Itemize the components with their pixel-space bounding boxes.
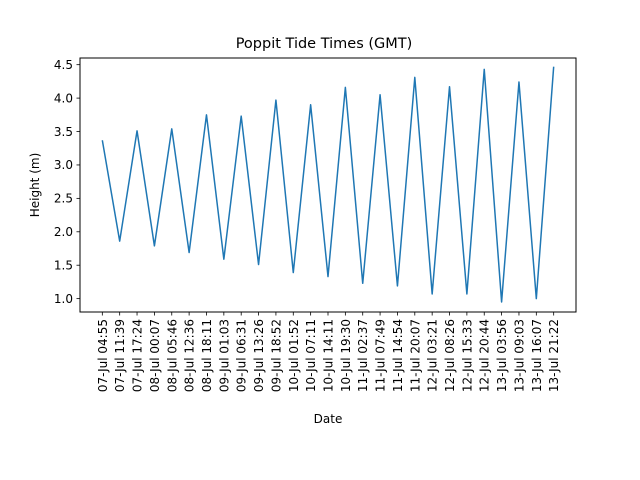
x-tick-label: 07-Jul 04:55 [96, 319, 110, 392]
x-axis-title: Date [314, 412, 343, 426]
y-tick-label: 3.0 [54, 158, 73, 172]
series-line [101, 66, 555, 303]
chart-title: Poppit Tide Times (GMT) [236, 36, 413, 52]
x-tick-label: 11-Jul 07:49 [374, 319, 388, 392]
x-tick-label: 12-Jul 15:33 [460, 319, 474, 392]
y-axis-title: Height (m) [28, 153, 42, 218]
x-tick-label: 08-Jul 00:07 [148, 319, 162, 392]
x-tick-label: 11-Jul 20:07 [408, 319, 422, 392]
x-tick-label: 12-Jul 20:44 [478, 319, 492, 392]
x-tick-label: 13-Jul 21:22 [547, 319, 561, 392]
x-tick-label: 07-Jul 11:39 [113, 319, 127, 392]
x-tick-label: 13-Jul 09:03 [512, 319, 526, 392]
x-tick-label: 12-Jul 03:21 [426, 319, 440, 392]
x-tick-label: 09-Jul 18:52 [269, 319, 283, 392]
y-tick-label: 1.5 [54, 259, 73, 273]
x-tick-label: 09-Jul 13:26 [252, 319, 266, 392]
x-tick-label: 10-Jul 01:52 [287, 319, 301, 392]
y-tick-label: 2.0 [54, 225, 73, 239]
x-tick-label: 11-Jul 14:54 [391, 319, 405, 392]
y-tick-label: 3.5 [54, 125, 73, 139]
y-tick-label: 2.5 [54, 192, 73, 206]
y-tick-label: 4.5 [54, 58, 73, 72]
plot-area [101, 66, 555, 303]
x-tick-label: 10-Jul 14:11 [322, 319, 336, 392]
x-tick-label: 10-Jul 07:11 [304, 319, 318, 392]
x-tick-label: 08-Jul 05:46 [165, 319, 179, 392]
x-tick-label: 10-Jul 19:30 [339, 319, 353, 392]
x-tick-label: 09-Jul 06:31 [235, 319, 249, 392]
y-tick-label: 4.0 [54, 91, 73, 105]
x-tick-label: 12-Jul 08:26 [443, 319, 457, 392]
x-tick-label: 11-Jul 02:37 [356, 319, 370, 392]
x-tick-label: 08-Jul 18:11 [200, 319, 214, 392]
x-tick-label: 13-Jul 03:56 [495, 319, 509, 392]
x-tick-label: 08-Jul 12:36 [183, 319, 197, 392]
x-tick-label: 07-Jul 17:24 [131, 319, 145, 392]
x-tick-label: 13-Jul 16:07 [530, 319, 544, 392]
x-tick-label: 09-Jul 01:03 [217, 319, 231, 392]
y-tick-label: 1.0 [54, 292, 73, 306]
x-axis: 07-Jul 04:55 07-Jul 11:39 07-Jul 17:24 08-J… [96, 312, 561, 392]
y-axis: 1.0 1.5 2.0 2.5 3.0 3.5 4.0 4.5 [54, 58, 80, 306]
